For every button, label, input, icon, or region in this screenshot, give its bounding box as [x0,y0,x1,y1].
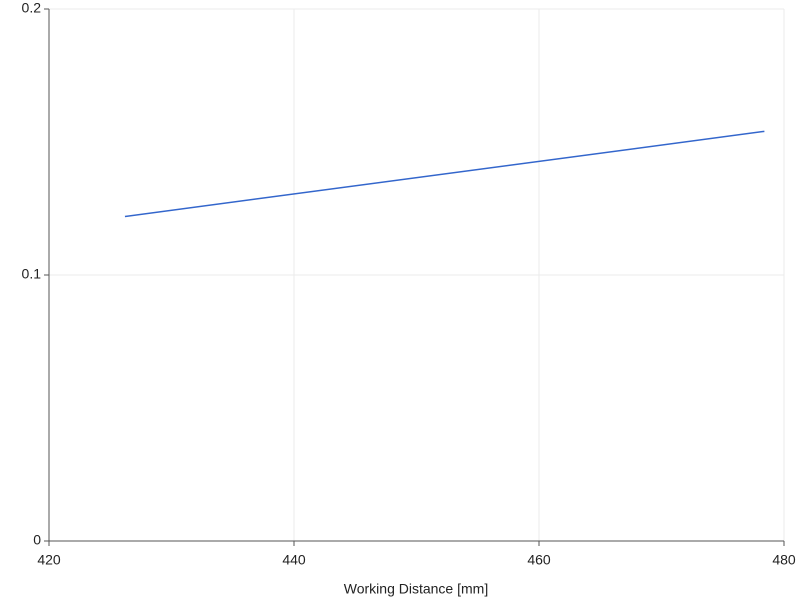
y-tick-label: 0.2 [22,0,42,16]
x-axis-label: Working Distance [mm] [344,581,488,597]
x-tick-label: 440 [282,552,306,568]
x-tick-label: 480 [772,552,796,568]
y-tick-label: 0 [33,532,41,548]
x-tick-label: 420 [37,552,61,568]
x-tick-label: 460 [527,552,551,568]
data-line [124,130,765,218]
y-tick-label: 0.1 [22,266,42,282]
